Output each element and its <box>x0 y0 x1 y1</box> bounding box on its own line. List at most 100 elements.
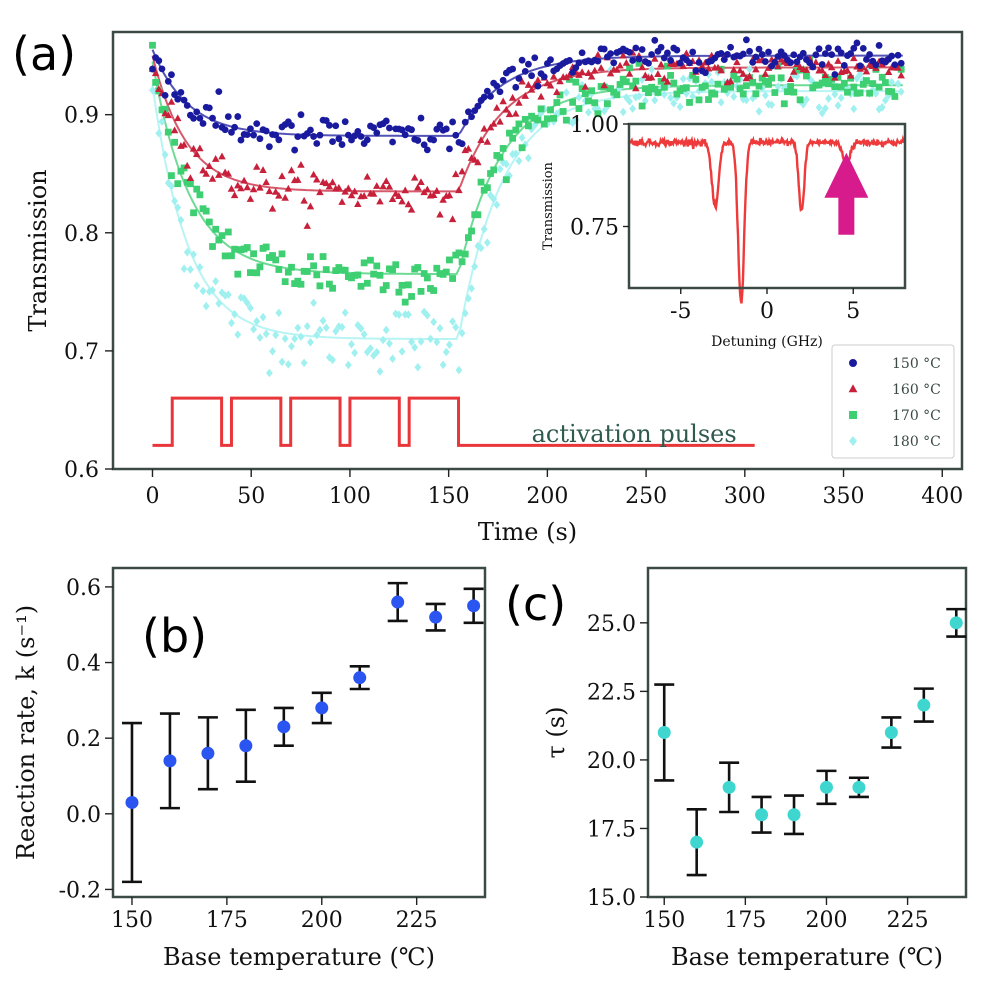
data-point <box>277 720 291 734</box>
data-point <box>799 49 807 57</box>
data-point <box>575 59 583 67</box>
data-point <box>294 176 302 183</box>
data-point <box>468 227 475 235</box>
data-point <box>894 51 902 59</box>
data-point <box>461 118 469 126</box>
data-point <box>897 71 905 79</box>
data-point <box>866 89 873 97</box>
data-point <box>917 698 931 712</box>
data-point <box>158 117 166 126</box>
data-point <box>158 65 166 73</box>
data-point <box>859 44 867 52</box>
data-point <box>271 187 280 195</box>
data-point <box>439 196 447 203</box>
data-point <box>761 58 769 65</box>
data-point <box>881 96 889 105</box>
data-point <box>278 172 286 180</box>
data-point <box>525 122 532 130</box>
data-point <box>230 191 239 199</box>
data-point <box>483 137 492 145</box>
data-point <box>521 115 529 123</box>
data-point <box>186 265 194 274</box>
data-point <box>155 85 163 92</box>
data-point <box>360 192 368 199</box>
data-point <box>837 83 845 91</box>
data-point <box>420 141 428 149</box>
data-point <box>585 108 592 117</box>
panel-label-a: (a) <box>12 27 76 81</box>
data-point <box>537 105 545 113</box>
data-point <box>395 192 403 200</box>
data-point <box>812 51 820 59</box>
data-point <box>439 360 447 370</box>
data-point <box>452 323 460 332</box>
data-point <box>819 780 833 794</box>
data-point <box>509 134 517 142</box>
data-point <box>174 95 182 103</box>
inset-arrow <box>824 152 869 235</box>
data-point <box>600 81 608 89</box>
data-point <box>720 56 728 64</box>
data-point <box>183 248 191 257</box>
data-point <box>291 146 299 154</box>
data-point <box>480 124 488 132</box>
data-point <box>265 143 273 151</box>
data-point <box>575 105 583 112</box>
data-point <box>252 162 261 170</box>
data-point <box>221 291 229 300</box>
data-point <box>635 55 643 63</box>
legend-box <box>831 344 955 459</box>
data-point <box>414 264 422 271</box>
data-point <box>275 266 283 273</box>
data-point <box>272 256 280 264</box>
data-point <box>275 136 283 144</box>
data-point <box>499 145 507 152</box>
data-point <box>202 169 210 177</box>
data-point <box>278 357 286 367</box>
data-point <box>209 243 216 250</box>
data-point <box>325 280 333 288</box>
data-point <box>837 93 845 103</box>
y-tick-label: 0.4 <box>66 652 101 677</box>
data-point <box>246 195 255 202</box>
data-point <box>272 330 280 340</box>
inset-y-label: Transmission <box>541 161 556 249</box>
data-point <box>746 47 753 55</box>
data-point <box>739 50 747 58</box>
data-point <box>297 160 305 168</box>
data-point <box>856 62 864 70</box>
data-point <box>600 106 608 116</box>
data-point <box>528 72 535 80</box>
data-point <box>569 98 577 106</box>
data-point <box>739 90 747 98</box>
axes-frame-a <box>111 30 964 471</box>
data-point <box>348 339 355 349</box>
data-point <box>149 41 156 49</box>
data-point <box>477 178 485 186</box>
data-point <box>196 263 204 272</box>
data-point <box>449 118 456 126</box>
panel-c: 150 175 200 225 15.0 17.5 20.0 22.5 25.0 Base tem… <box>505 566 968 971</box>
data-point <box>174 114 182 122</box>
data-point <box>784 88 791 96</box>
data-point <box>174 180 182 188</box>
data-point <box>474 211 482 219</box>
data-point <box>651 85 659 93</box>
data-point <box>840 79 848 87</box>
data-point <box>765 48 772 56</box>
y-tick-label: 20.0 <box>587 749 636 774</box>
data-point <box>452 131 460 139</box>
data-point <box>446 145 453 153</box>
data-point <box>888 78 896 87</box>
legend: 150 °C 160 °C 170 °C 180 °C <box>831 344 955 459</box>
data-point <box>338 141 346 148</box>
data-point <box>171 196 179 206</box>
data-point <box>429 191 438 198</box>
data-point <box>177 215 185 225</box>
ticks <box>640 622 909 905</box>
data-point <box>404 310 412 319</box>
data-point <box>417 287 425 295</box>
data-point <box>679 74 687 84</box>
data-point <box>888 88 896 96</box>
data-point <box>190 114 197 122</box>
